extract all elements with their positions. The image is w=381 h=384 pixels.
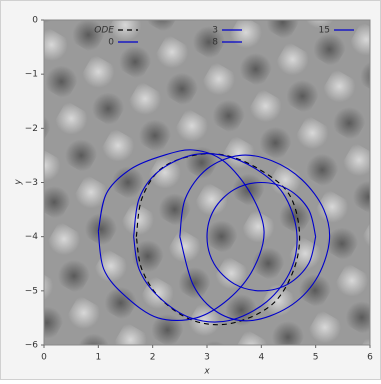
- chart: x y 0 1 2 3 4 5 6 0 −1 −2 −3 −4 −5 −6 ODE 0 3 8 15: [0, 0, 381, 380]
- x-tick-label: 5: [313, 353, 319, 363]
- y-axis-label: y: [14, 179, 24, 186]
- x-tick-label: 2: [150, 353, 156, 363]
- y-tick-label: −5: [25, 286, 38, 296]
- x-tick-label: 4: [258, 353, 264, 363]
- x-tick-label: 0: [41, 353, 47, 363]
- legend-label: 8: [212, 38, 218, 48]
- background-field: [44, 20, 370, 345]
- x-tick-label: 3: [204, 353, 210, 363]
- x-axis-label: x: [203, 367, 210, 377]
- y-tick-label: −4: [25, 232, 39, 242]
- legend-label: ODE: [94, 26, 114, 36]
- y-tick-label: −2: [25, 124, 38, 134]
- legend-label: 0: [108, 38, 114, 48]
- legend-label: 15: [319, 26, 330, 36]
- y-tick-label: −6: [25, 341, 39, 351]
- x-tick-label: 1: [95, 353, 101, 363]
- legend-label: 3: [212, 26, 218, 36]
- y-tick-label: 0: [32, 16, 38, 26]
- y-tick-label: −1: [25, 70, 38, 80]
- x-tick-label: 6: [367, 353, 373, 363]
- y-tick-label: −3: [25, 178, 38, 188]
